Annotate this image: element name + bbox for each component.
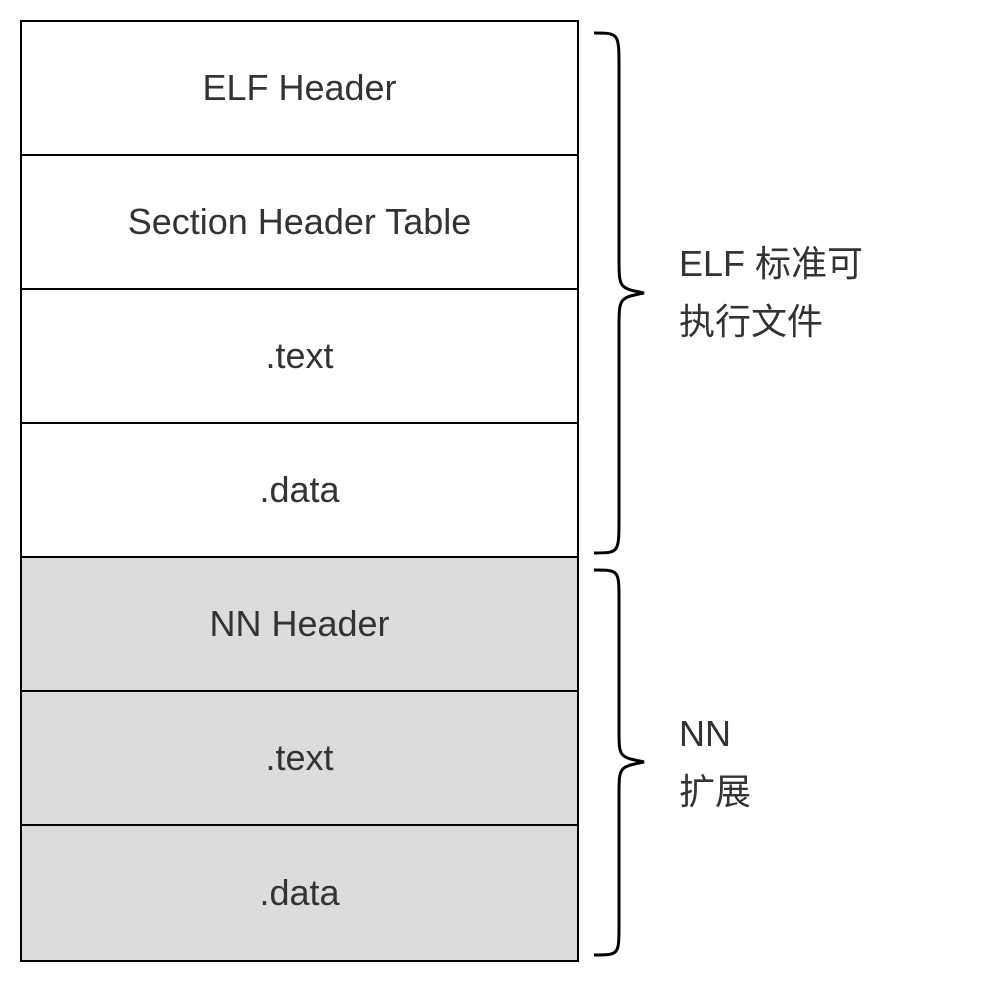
brace-icon — [589, 565, 649, 960]
cell-label: NN Header — [209, 603, 389, 645]
sections-table: ELF Header Section Header Table .text .d… — [20, 20, 579, 962]
cell-label: .data — [259, 469, 339, 511]
cell-label: .text — [265, 335, 333, 377]
table-row: NN Header — [22, 558, 577, 692]
table-row: .text — [22, 692, 577, 826]
table-row: .text — [22, 290, 577, 424]
brace-group-elf: ELF 标准可 执行文件 — [589, 28, 863, 558]
table-row: .data — [22, 826, 577, 960]
brace-label-nn: NN 扩展 — [679, 705, 751, 820]
cell-label: .text — [265, 737, 333, 779]
brace-icon — [589, 28, 649, 558]
table-row: Section Header Table — [22, 156, 577, 290]
cell-label: .data — [259, 872, 339, 914]
cell-label: Section Header Table — [128, 201, 472, 243]
brace-group-nn: NN 扩展 — [589, 565, 751, 960]
diagram-container: ELF Header Section Header Table .text .d… — [20, 20, 979, 962]
braces-column: ELF 标准可 执行文件 NN 扩展 — [579, 20, 979, 962]
cell-label: ELF Header — [202, 67, 396, 109]
brace-label-elf: ELF 标准可 执行文件 — [679, 235, 863, 350]
table-row: ELF Header — [22, 22, 577, 156]
table-row: .data — [22, 424, 577, 558]
